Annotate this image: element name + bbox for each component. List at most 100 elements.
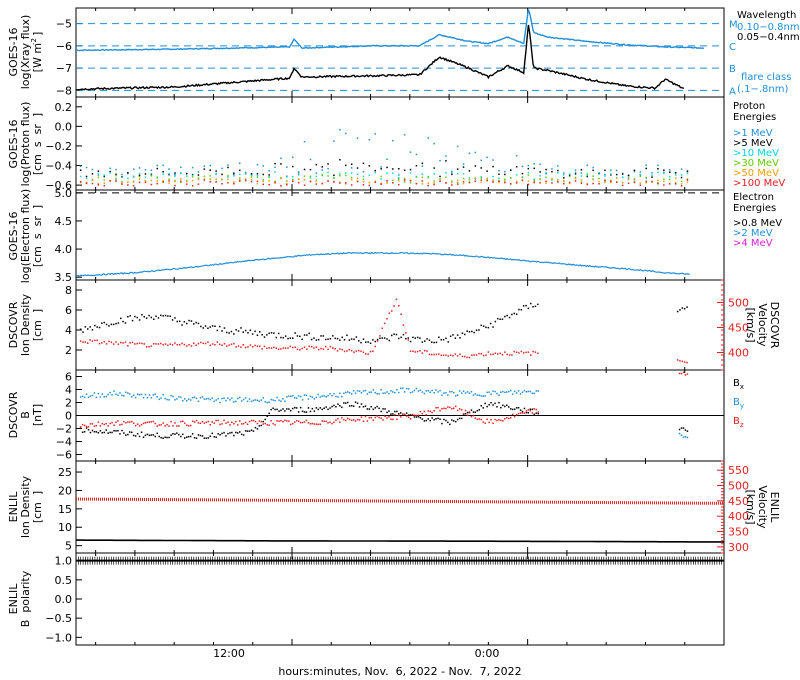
- bfield-z-point: [87, 426, 90, 428]
- proton-data-point: [268, 184, 270, 186]
- proton-data-point: [174, 172, 176, 174]
- ion-density-point: [449, 335, 452, 337]
- bfield-x-point: [488, 404, 490, 406]
- proton-data-point: [244, 179, 247, 182]
- bfield-x-point: [209, 435, 211, 437]
- velocity-point: [308, 345, 310, 348]
- proton-data-point: [515, 154, 518, 157]
- bfield-z-point: [288, 420, 290, 422]
- bfield-z-point: [136, 423, 139, 425]
- ion-density-point: [391, 334, 393, 337]
- proton-data-point: [451, 181, 453, 184]
- bfield-ytick-label: 0: [65, 410, 72, 423]
- proton-data-point: [674, 177, 677, 179]
- proton-data-point: [657, 179, 659, 182]
- bfield-x-point: [195, 437, 198, 439]
- bfield-z-point: [352, 419, 355, 421]
- bfield-x-point: [537, 412, 539, 415]
- ion-density-point: [131, 319, 134, 322]
- bfield-x-point: [329, 407, 331, 409]
- ion-density-point: [103, 321, 105, 324]
- velocity-point: [414, 351, 416, 353]
- ion-density-point: [336, 337, 339, 340]
- bfield-z-point: [278, 420, 280, 422]
- bfield-y-point: [405, 387, 408, 390]
- bfield-y-point: [435, 389, 437, 391]
- bfield-z-point: [119, 424, 121, 426]
- bfield-x-point: [472, 411, 475, 413]
- velocity-point: [84, 341, 87, 343]
- proton-data-point: [604, 169, 606, 172]
- bfield-z-point: [103, 423, 105, 426]
- bfield-y-point: [347, 391, 349, 393]
- bfield-x-point: [327, 408, 329, 411]
- bfield-x-point: [107, 432, 109, 434]
- proton-data-point: [527, 174, 530, 176]
- xray-legend-entry-short: 0.05−0.4nm: [737, 32, 800, 43]
- proton-data-point: [186, 183, 188, 185]
- proton-data-point: [663, 180, 665, 183]
- velocity-point: [464, 355, 466, 358]
- proton-data-point: [321, 174, 323, 177]
- proton-data-point: [121, 180, 123, 183]
- legend-bz-name: B: [733, 416, 740, 427]
- bfield-x-point: [388, 410, 390, 412]
- proton-ylabel-line3: [cm s sr ]: [31, 113, 44, 175]
- proton-data-point: [592, 169, 594, 172]
- bfield-x-point: [343, 402, 345, 404]
- velocity-point: [94, 339, 96, 342]
- proton-data-point: [663, 178, 665, 180]
- bfield-x-point: [400, 412, 402, 414]
- bfield-z-point: [229, 424, 231, 426]
- bfield-y-point: [456, 394, 459, 396]
- bfield-y-point: [311, 396, 314, 398]
- proton-data-point: [127, 184, 129, 186]
- bfield-x-point: [160, 436, 162, 439]
- bfield-z-point: [286, 420, 288, 422]
- proton-data-point: [527, 180, 530, 182]
- velocity-point: [155, 343, 157, 345]
- velocity-point: [143, 343, 145, 345]
- ion-density-point: [320, 335, 322, 337]
- proton-data-point: [215, 172, 217, 175]
- bfield-z-point: [360, 416, 363, 418]
- proton-data-point: [515, 174, 518, 176]
- proton-data-point: [645, 182, 647, 184]
- bfield-x-point: [140, 431, 143, 433]
- proton-data-point: [280, 163, 282, 165]
- ion-density-point: [424, 340, 426, 342]
- ion-density-point: [200, 325, 202, 328]
- velocity-point: [480, 353, 482, 355]
- proton-data-point: [156, 180, 158, 182]
- velocity-point: [461, 355, 464, 358]
- xray-ytick-label: −6: [56, 40, 72, 53]
- bfield-x-point: [433, 419, 435, 421]
- proton-data-point: [239, 173, 241, 176]
- proton-data-point: [621, 182, 624, 184]
- velocity-point: [115, 341, 117, 343]
- proton-data-point: [392, 179, 394, 182]
- proton-data-point: [103, 182, 105, 184]
- bfield-y-point: [439, 389, 441, 392]
- bfield-y-point: [117, 394, 119, 396]
- proton-data-point: [557, 169, 559, 172]
- bfield-z-point: [284, 419, 286, 422]
- flare-class-label-line1: flare class: [741, 72, 791, 83]
- ion-density-point: [310, 338, 313, 341]
- proton-data-point: [604, 180, 606, 182]
- ion-density-point: [322, 335, 325, 337]
- xray-ylabel: GOES-16 log(Xray flux) [W m ] -2: [7, 15, 44, 90]
- proton-data-point: [492, 159, 494, 161]
- ion-density-point: [240, 327, 242, 329]
- bfield-z-point: [154, 422, 156, 425]
- ion-density-point: [280, 336, 282, 339]
- velocity-point: [405, 332, 407, 334]
- bfield-ytick-label: 2: [65, 397, 72, 410]
- bfield-x-point: [129, 431, 131, 433]
- proton-data-point: [215, 181, 217, 183]
- enlil-density-ytick-label: 15: [58, 503, 72, 516]
- proton-data-point: [421, 176, 424, 179]
- bfield-y-point: [152, 394, 155, 396]
- bfield-z-point: [117, 420, 119, 422]
- ion-density-point: [169, 315, 171, 317]
